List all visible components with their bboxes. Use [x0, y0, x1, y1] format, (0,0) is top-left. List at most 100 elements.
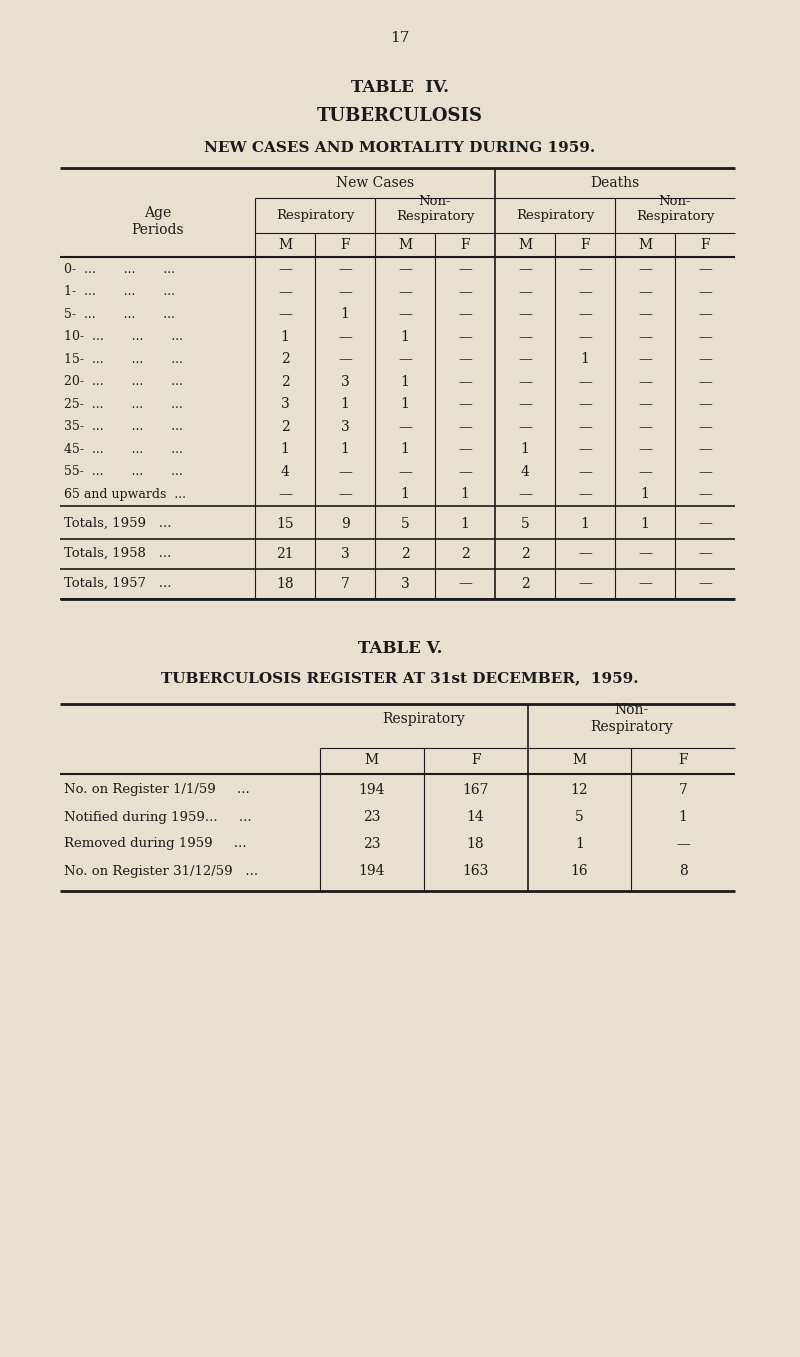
Text: TUBERCULOSIS REGISTER AT 31st DECEMBER,  1959.: TUBERCULOSIS REGISTER AT 31st DECEMBER, …	[161, 672, 639, 685]
Text: 21: 21	[276, 547, 294, 560]
Text: 1: 1	[281, 442, 290, 456]
Text: 1: 1	[281, 330, 290, 343]
Text: 3: 3	[341, 419, 350, 434]
Text: Deaths: Deaths	[590, 176, 640, 190]
Text: —: —	[518, 262, 532, 277]
Text: M: M	[398, 237, 412, 252]
Text: 55-  ...       ...       ...: 55- ... ... ...	[64, 465, 182, 478]
Text: 23: 23	[363, 810, 381, 824]
Text: —: —	[638, 285, 652, 299]
Text: 167: 167	[462, 783, 489, 797]
Text: —: —	[518, 487, 532, 501]
Text: M: M	[638, 237, 652, 252]
Text: —: —	[698, 285, 712, 299]
Text: 0-  ...       ...       ...: 0- ... ... ...	[64, 263, 175, 275]
Text: F: F	[340, 237, 350, 252]
Text: M: M	[278, 237, 292, 252]
Text: —: —	[698, 353, 712, 366]
Text: Non-
Respiratory: Non- Respiratory	[636, 195, 714, 223]
Text: —: —	[398, 419, 412, 434]
Text: —: —	[638, 577, 652, 590]
Text: 1: 1	[401, 442, 410, 456]
Text: —: —	[698, 517, 712, 531]
Text: —: —	[638, 262, 652, 277]
Text: 1: 1	[581, 353, 590, 366]
Text: —: —	[458, 285, 472, 299]
Text: 163: 163	[462, 864, 489, 878]
Text: 5: 5	[521, 517, 530, 531]
Text: TABLE V.: TABLE V.	[358, 641, 442, 657]
Text: —: —	[338, 464, 352, 479]
Text: —: —	[638, 375, 652, 388]
Text: —: —	[518, 353, 532, 366]
Text: 5-  ...       ...       ...: 5- ... ... ...	[64, 308, 175, 320]
Text: 45-  ...       ...       ...: 45- ... ... ...	[64, 442, 183, 456]
Text: 3: 3	[341, 375, 350, 388]
Text: 14: 14	[466, 810, 485, 824]
Text: —: —	[578, 307, 592, 322]
Text: 1: 1	[401, 487, 410, 501]
Text: —: —	[278, 262, 292, 277]
Text: 18: 18	[467, 837, 485, 851]
Text: —: —	[458, 353, 472, 366]
Text: 1: 1	[641, 487, 650, 501]
Text: 2: 2	[461, 547, 470, 560]
Text: 1: 1	[521, 442, 530, 456]
Text: —: —	[638, 307, 652, 322]
Text: 1: 1	[581, 517, 590, 531]
Text: M: M	[365, 753, 379, 768]
Text: 15-  ...       ...       ...: 15- ... ... ...	[64, 353, 183, 366]
Text: Totals, 1959   ...: Totals, 1959 ...	[64, 517, 171, 531]
Text: —: —	[638, 398, 652, 411]
Text: —: —	[638, 442, 652, 456]
Text: —: —	[398, 285, 412, 299]
Text: —: —	[578, 464, 592, 479]
Text: 9: 9	[341, 517, 350, 531]
Text: F: F	[678, 753, 688, 768]
Text: —: —	[698, 419, 712, 434]
Text: Notified during 1959...     ...: Notified during 1959... ...	[64, 810, 252, 824]
Text: Totals, 1957   ...: Totals, 1957 ...	[64, 577, 171, 590]
Text: —: —	[676, 837, 690, 851]
Text: Respiratory: Respiratory	[382, 711, 465, 726]
Text: —: —	[578, 419, 592, 434]
Text: —: —	[458, 398, 472, 411]
Text: —: —	[578, 398, 592, 411]
Text: 194: 194	[358, 864, 385, 878]
Text: 1: 1	[461, 487, 470, 501]
Text: 3: 3	[341, 547, 350, 560]
Text: —: —	[338, 353, 352, 366]
Text: —: —	[698, 547, 712, 560]
Text: 5: 5	[401, 517, 410, 531]
Text: —: —	[338, 262, 352, 277]
Text: 4: 4	[281, 464, 290, 479]
Text: —: —	[698, 577, 712, 590]
Text: Age
Periods: Age Periods	[131, 206, 184, 236]
Text: 1: 1	[401, 330, 410, 343]
Text: 1: 1	[461, 517, 470, 531]
Text: —: —	[698, 330, 712, 343]
Text: —: —	[578, 285, 592, 299]
Text: 12: 12	[570, 783, 588, 797]
Text: —: —	[458, 577, 472, 590]
Text: 2: 2	[521, 547, 530, 560]
Text: 15: 15	[276, 517, 294, 531]
Text: —: —	[338, 330, 352, 343]
Text: 1-  ...       ...       ...: 1- ... ... ...	[64, 285, 175, 299]
Text: —: —	[458, 464, 472, 479]
Text: M: M	[572, 753, 586, 768]
Text: Removed during 1959     ...: Removed during 1959 ...	[64, 837, 246, 851]
Text: —: —	[638, 419, 652, 434]
Text: 18: 18	[276, 577, 294, 590]
Text: 20-  ...       ...       ...: 20- ... ... ...	[64, 376, 183, 388]
Text: —: —	[698, 398, 712, 411]
Text: F: F	[700, 237, 710, 252]
Text: —: —	[398, 262, 412, 277]
Text: 65 and upwards  ...: 65 and upwards ...	[64, 487, 186, 501]
Text: —: —	[698, 262, 712, 277]
Text: Non-
Respiratory: Non- Respiratory	[396, 195, 474, 223]
Text: 1: 1	[678, 810, 687, 824]
Text: 16: 16	[570, 864, 588, 878]
Text: —: —	[638, 353, 652, 366]
Text: 194: 194	[358, 783, 385, 797]
